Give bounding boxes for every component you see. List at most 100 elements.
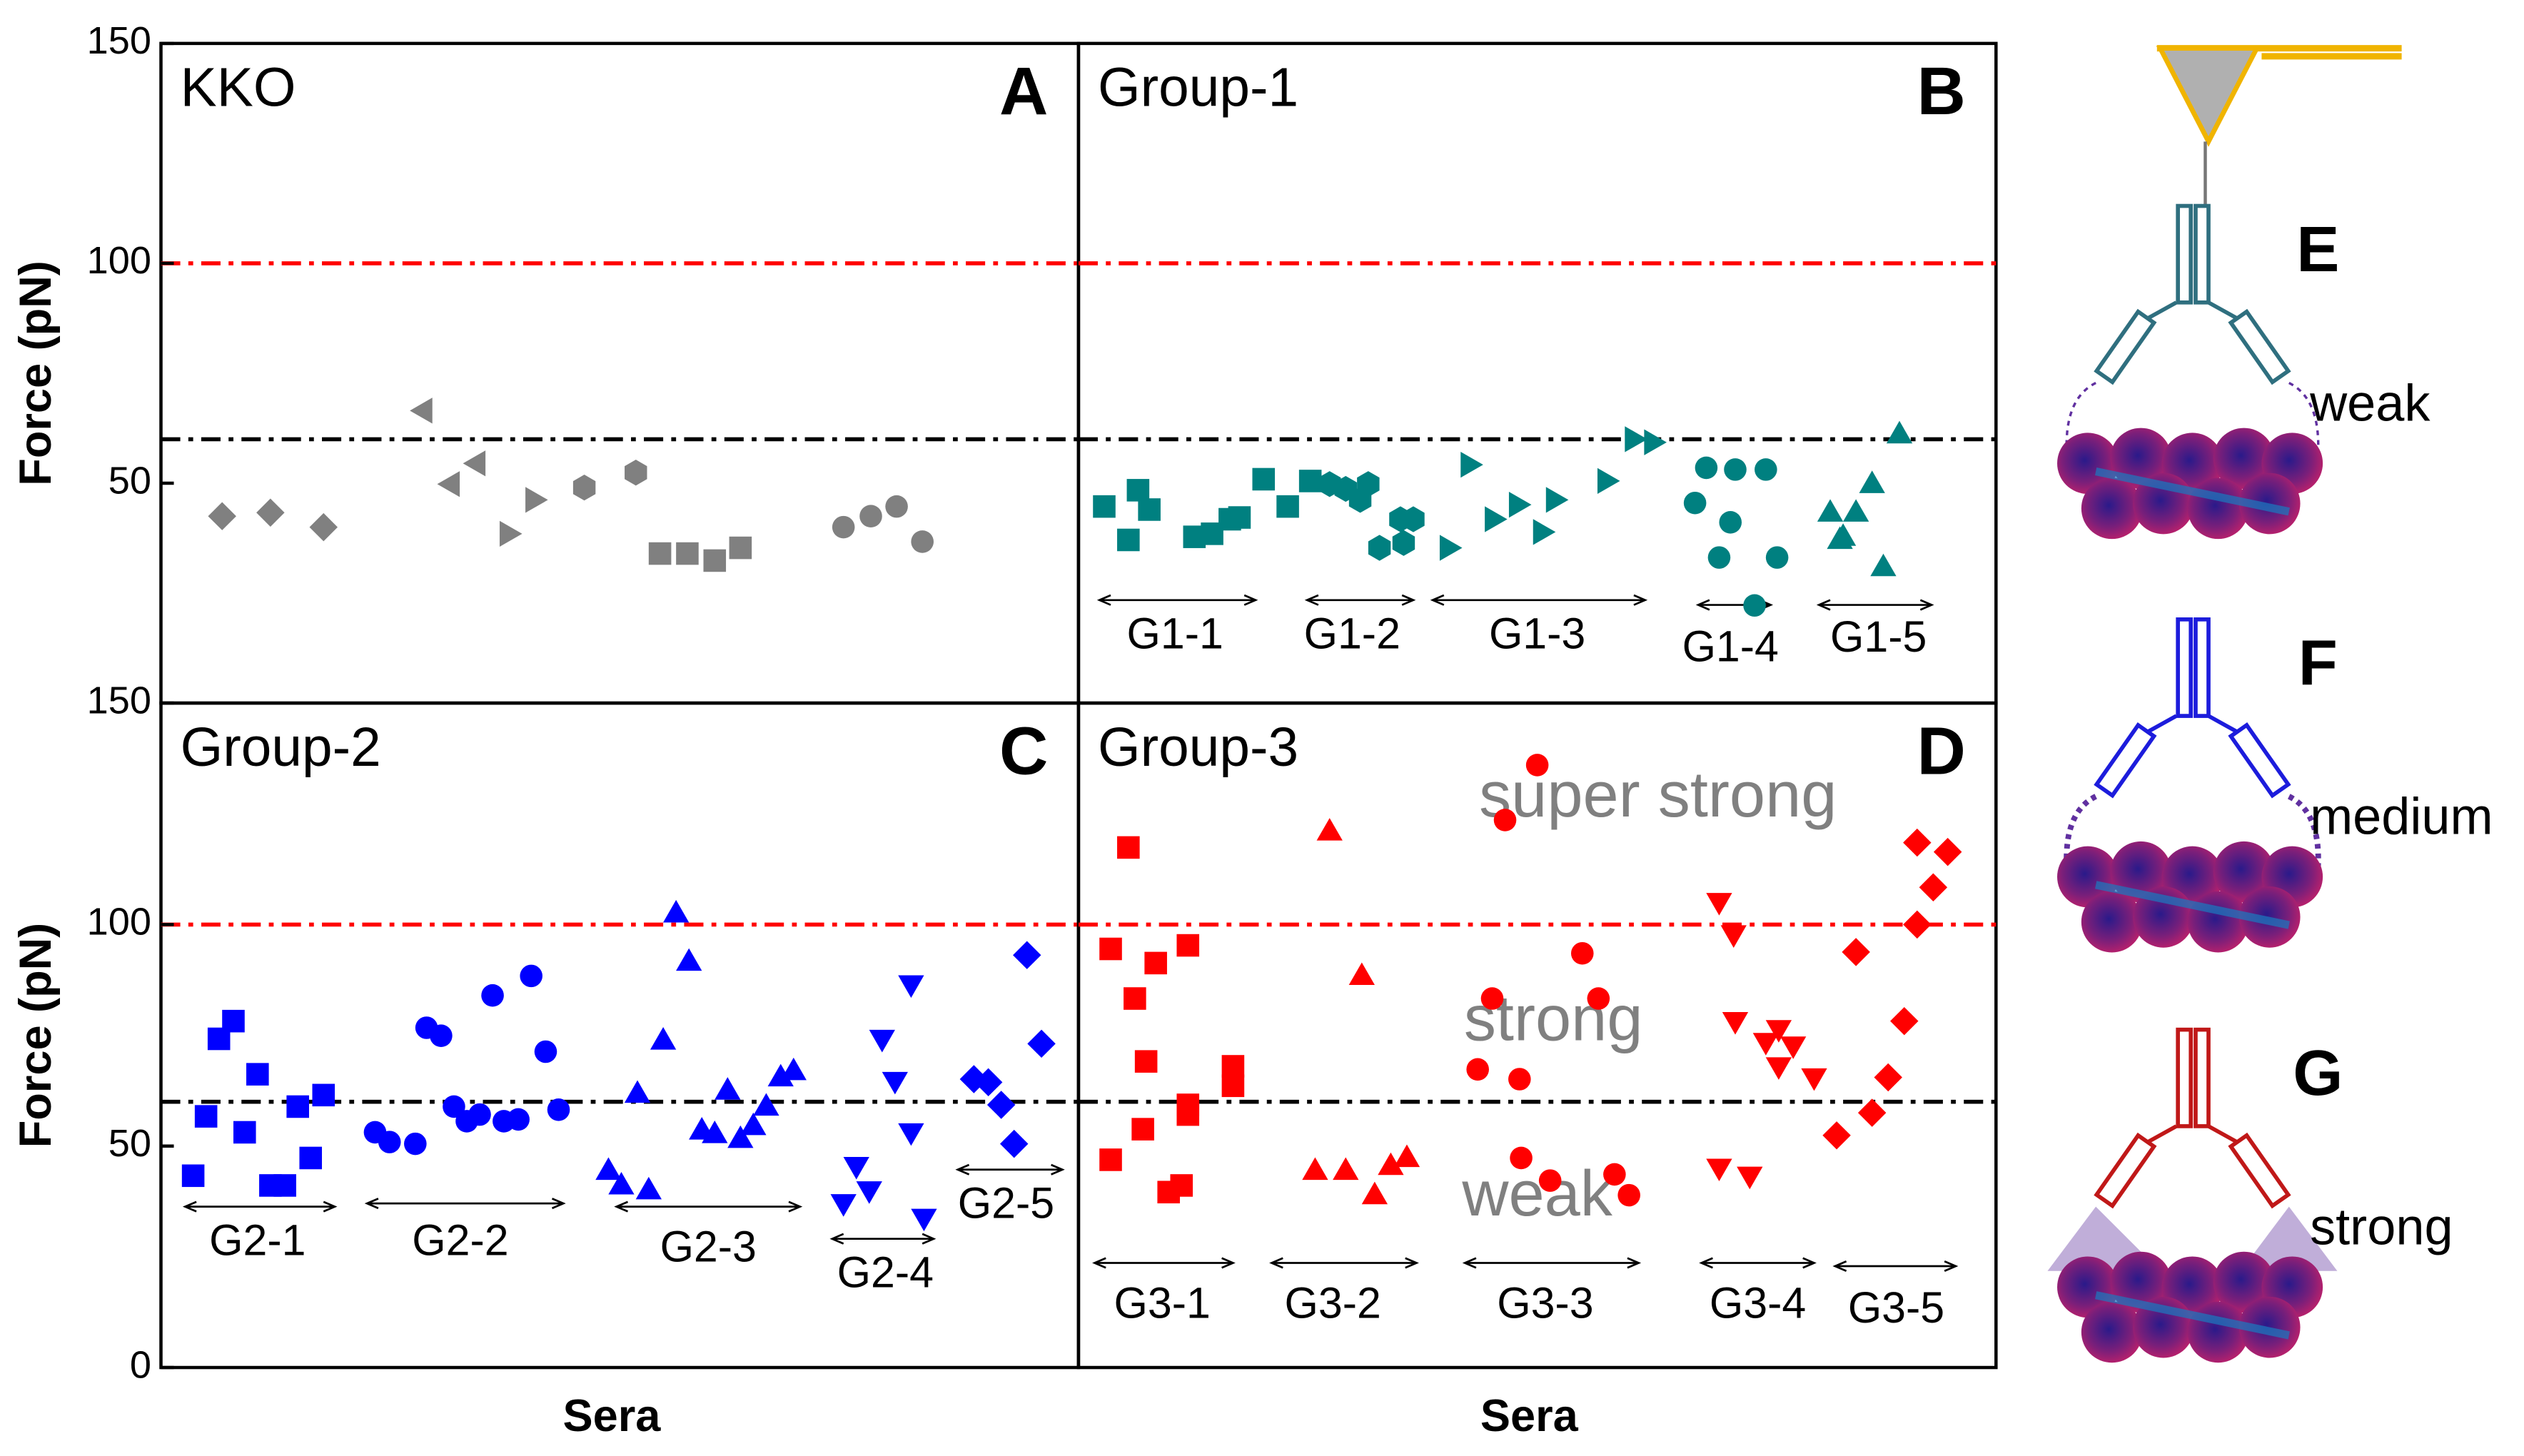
marker xyxy=(520,964,542,988)
y-tick-label: 100 xyxy=(87,901,151,944)
arrow-head xyxy=(1462,1257,1642,1269)
y-tick-label: 50 xyxy=(108,1122,151,1165)
arrow-head xyxy=(1096,594,1258,606)
marker xyxy=(882,1071,908,1095)
marker xyxy=(1508,1068,1531,1091)
group-label: G2-3 xyxy=(660,1223,757,1271)
marker xyxy=(702,1121,728,1143)
panel-label: D xyxy=(1917,713,1965,789)
marker xyxy=(1545,487,1569,513)
x-axis-label: Sera xyxy=(562,1391,661,1441)
x-axis-label: Sera xyxy=(1480,1391,1579,1441)
antibody-arm xyxy=(2094,1132,2157,1209)
marker xyxy=(1780,1036,1807,1059)
marker xyxy=(286,1095,309,1118)
marker xyxy=(676,542,699,565)
marker xyxy=(1361,1181,1388,1205)
particle xyxy=(2213,428,2275,490)
marker xyxy=(595,1157,622,1181)
marker xyxy=(430,1024,453,1047)
marker xyxy=(1333,1157,1359,1181)
marker xyxy=(1644,429,1667,455)
marker xyxy=(898,1123,924,1146)
marker xyxy=(1221,1074,1245,1098)
marker xyxy=(1480,987,1504,1010)
group-label: G1-4 xyxy=(1682,622,1779,671)
y-axis-label: Force (pN) xyxy=(11,261,61,485)
marker xyxy=(1538,1169,1562,1192)
marker xyxy=(1176,1093,1200,1116)
marker xyxy=(625,460,647,486)
group-label: G2-1 xyxy=(209,1216,306,1265)
marker xyxy=(1298,470,1322,492)
y-tick-label: 150 xyxy=(87,679,151,722)
antibody-arm xyxy=(2094,308,2157,385)
marker xyxy=(1765,1020,1792,1043)
marker xyxy=(1842,499,1869,522)
marker xyxy=(1765,546,1789,569)
marker xyxy=(1124,987,1146,1010)
marker xyxy=(256,498,285,527)
group-label: G2-2 xyxy=(412,1216,508,1265)
marker xyxy=(1617,1183,1640,1207)
y-tick-label: 0 xyxy=(130,1343,151,1386)
marker xyxy=(1570,941,1594,965)
marker xyxy=(299,1146,323,1170)
arrow-head xyxy=(1304,594,1416,606)
strength-label: weak xyxy=(2309,375,2430,432)
group-label: G3-5 xyxy=(1848,1283,1944,1332)
panel-frame xyxy=(159,41,1081,705)
marker xyxy=(1099,1148,1122,1171)
strength-label: strong xyxy=(2310,1198,2453,1255)
particle xyxy=(2081,1301,2143,1363)
marker xyxy=(859,505,882,527)
marker xyxy=(481,984,504,1007)
arrow-head xyxy=(1832,1260,1959,1273)
marker xyxy=(1737,1166,1763,1190)
marker xyxy=(1683,491,1707,515)
arrow-head xyxy=(955,1163,1065,1176)
group-label: G3-1 xyxy=(1114,1278,1211,1327)
marker xyxy=(1533,519,1556,545)
marker xyxy=(843,1157,869,1180)
marker xyxy=(222,1009,245,1033)
marker xyxy=(246,1063,269,1086)
marker xyxy=(648,542,672,565)
panel-label: A xyxy=(999,54,1048,129)
marker xyxy=(1765,1057,1792,1080)
marker xyxy=(1126,479,1150,502)
marker xyxy=(1392,530,1415,556)
marker xyxy=(1252,467,1276,491)
marker xyxy=(1695,456,1718,480)
marker xyxy=(856,1181,882,1204)
marker xyxy=(1508,492,1532,518)
marker xyxy=(830,1194,857,1217)
marker xyxy=(1170,1174,1193,1197)
marker xyxy=(1138,498,1161,521)
marker xyxy=(1402,506,1425,532)
marker xyxy=(740,1112,767,1136)
group-label: G3-3 xyxy=(1497,1278,1593,1327)
particle xyxy=(2057,1256,2119,1318)
marker xyxy=(1870,553,1897,577)
antibody-stem xyxy=(2176,203,2194,305)
marker xyxy=(1378,1152,1404,1176)
antibody-stem xyxy=(2194,1027,2211,1128)
group-label: G2-5 xyxy=(958,1179,1054,1228)
arrow-head xyxy=(1699,1257,1817,1269)
marker xyxy=(1134,1050,1158,1073)
marker xyxy=(1131,1118,1154,1141)
group-label: G3-4 xyxy=(1710,1278,1806,1327)
antibody-arm xyxy=(2228,308,2291,385)
particle xyxy=(2057,846,2119,908)
marker xyxy=(1724,458,1747,481)
marker xyxy=(233,1121,256,1144)
marker xyxy=(468,1103,491,1126)
marker xyxy=(729,536,752,560)
marker xyxy=(1510,1146,1533,1170)
particle xyxy=(2213,841,2275,903)
marker xyxy=(181,1164,205,1188)
marker xyxy=(1485,506,1508,532)
marker xyxy=(1460,451,1483,478)
